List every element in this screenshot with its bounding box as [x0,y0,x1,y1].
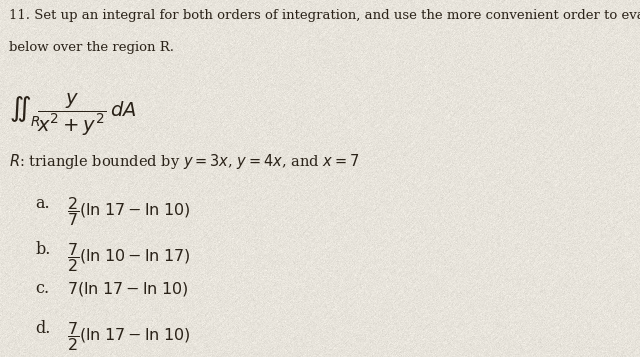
Text: $R$: triangle bounded by $y = 3x$, $y = 4x$, and $x = 7$: $R$: triangle bounded by $y = 3x$, $y = … [9,152,360,171]
Text: $7(\mathrm{ln}\;17-\mathrm{ln}\;10)$: $7(\mathrm{ln}\;17-\mathrm{ln}\;10)$ [67,280,189,298]
Text: $\dfrac{7}{2}(\mathrm{ln}\;17-\mathrm{ln}\;10)$: $\dfrac{7}{2}(\mathrm{ln}\;17-\mathrm{ln… [67,320,191,352]
Text: d.: d. [35,320,51,337]
Text: a.: a. [35,195,50,212]
Text: below over the region R.: below over the region R. [9,41,174,54]
Text: $\dfrac{7}{2}(\mathrm{ln}\;10-\mathrm{ln}\;17)$: $\dfrac{7}{2}(\mathrm{ln}\;10-\mathrm{ln… [67,241,191,274]
Text: $\dfrac{2}{7}(\mathrm{ln}\;17-\mathrm{ln}\;10)$: $\dfrac{2}{7}(\mathrm{ln}\;17-\mathrm{ln… [67,195,191,227]
Text: c.: c. [35,280,49,297]
Text: $\iint_R\!\dfrac{y}{x^2+y^2}\,dA$: $\iint_R\!\dfrac{y}{x^2+y^2}\,dA$ [9,91,136,137]
Text: b.: b. [35,241,51,258]
Text: 11. Set up an integral for both orders of integration, and use the more convenie: 11. Set up an integral for both orders o… [9,9,640,22]
